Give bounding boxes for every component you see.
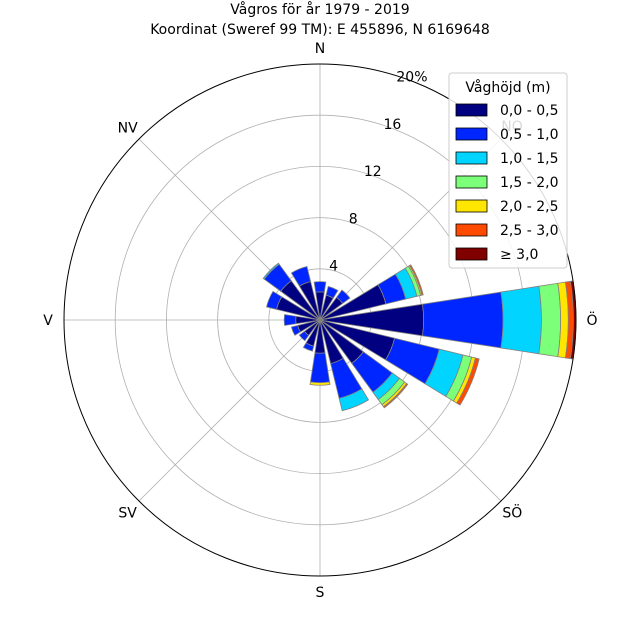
direction-label: Ö — [586, 311, 597, 329]
radial-tick-label: 16 — [383, 117, 401, 133]
direction-label: N — [315, 41, 325, 57]
legend-label: 1,0 - 1,5 — [500, 151, 558, 167]
legend-swatch — [455, 223, 488, 237]
rose-bar-segment — [422, 291, 504, 349]
rose-bars — [262, 262, 577, 412]
legend-label: 2,5 - 3,0 — [500, 223, 558, 239]
rose-bar-segment — [456, 357, 480, 406]
legend-swatch — [455, 127, 488, 141]
rose-bar-segment — [325, 285, 339, 299]
radial-tick-label: 20% — [396, 69, 427, 85]
legend-swatch — [455, 199, 488, 213]
rose-bar-segment — [382, 382, 409, 409]
rose-bar-segment — [409, 264, 424, 296]
direction-label: SÖ — [502, 503, 522, 521]
rose-bar-segment — [302, 342, 315, 352]
rose-bar-segment — [298, 330, 310, 342]
legend-swatch — [455, 175, 488, 189]
rose-bar-segment — [500, 285, 542, 355]
direction-label: S — [316, 585, 325, 601]
chart-title-line1: Vågros för år 1979 - 2019 — [230, 1, 409, 18]
radial-tick-label: 12 — [364, 164, 382, 180]
direction-label: SV — [118, 505, 137, 521]
outer-frame — [63, 63, 577, 577]
radial-tick-label: 8 — [349, 211, 358, 227]
rose-bar-segment — [309, 381, 331, 386]
rose-bar-segment — [262, 262, 280, 280]
direction-label: V — [43, 313, 53, 329]
legend-swatch — [455, 103, 488, 117]
legend: Våghöjd (m) 0,0 - 0,5 0,5 - 1,0 1,0 - 1,5 1… — [448, 72, 568, 269]
legend-label: 0,5 - 1,0 — [500, 127, 558, 143]
rose-bar-segment — [290, 324, 301, 336]
rose-bar-segment — [538, 282, 562, 358]
radial-tick-label: 4 — [329, 259, 338, 275]
rose-bar-segment — [338, 388, 370, 412]
legend-swatch — [455, 247, 488, 261]
rose-bar-segment — [290, 266, 312, 287]
chart-title-line2: Koordinat (Sweref 99 TM): E 455896, N 61… — [150, 22, 490, 38]
rose-bar-segment — [309, 352, 331, 384]
radial-tick-labels: 4 8 12 16 20% — [329, 69, 427, 274]
rose-bar-segment — [313, 281, 327, 293]
legend-items: 0,0 - 0,5 0,5 - 1,0 1,0 - 1,5 1,5 - 2,0 2,0 … — [455, 103, 558, 263]
legend-label: 1,5 - 2,0 — [500, 175, 558, 191]
rose-bar-segment — [336, 289, 351, 304]
legend-title: Våghöjd (m) — [465, 79, 550, 96]
legend-label: 2,0 - 2,5 — [500, 199, 558, 215]
legend-frame — [448, 72, 568, 269]
legend-label: ≥ 3,0 — [500, 247, 538, 263]
grid-spoke — [138, 319, 321, 502]
legend-swatch — [455, 151, 488, 165]
direction-label: NV — [118, 121, 138, 137]
rose-bar-segment — [283, 314, 297, 326]
rose-bar-segment — [266, 290, 283, 310]
legend-label: 0,0 - 0,5 — [500, 103, 558, 119]
